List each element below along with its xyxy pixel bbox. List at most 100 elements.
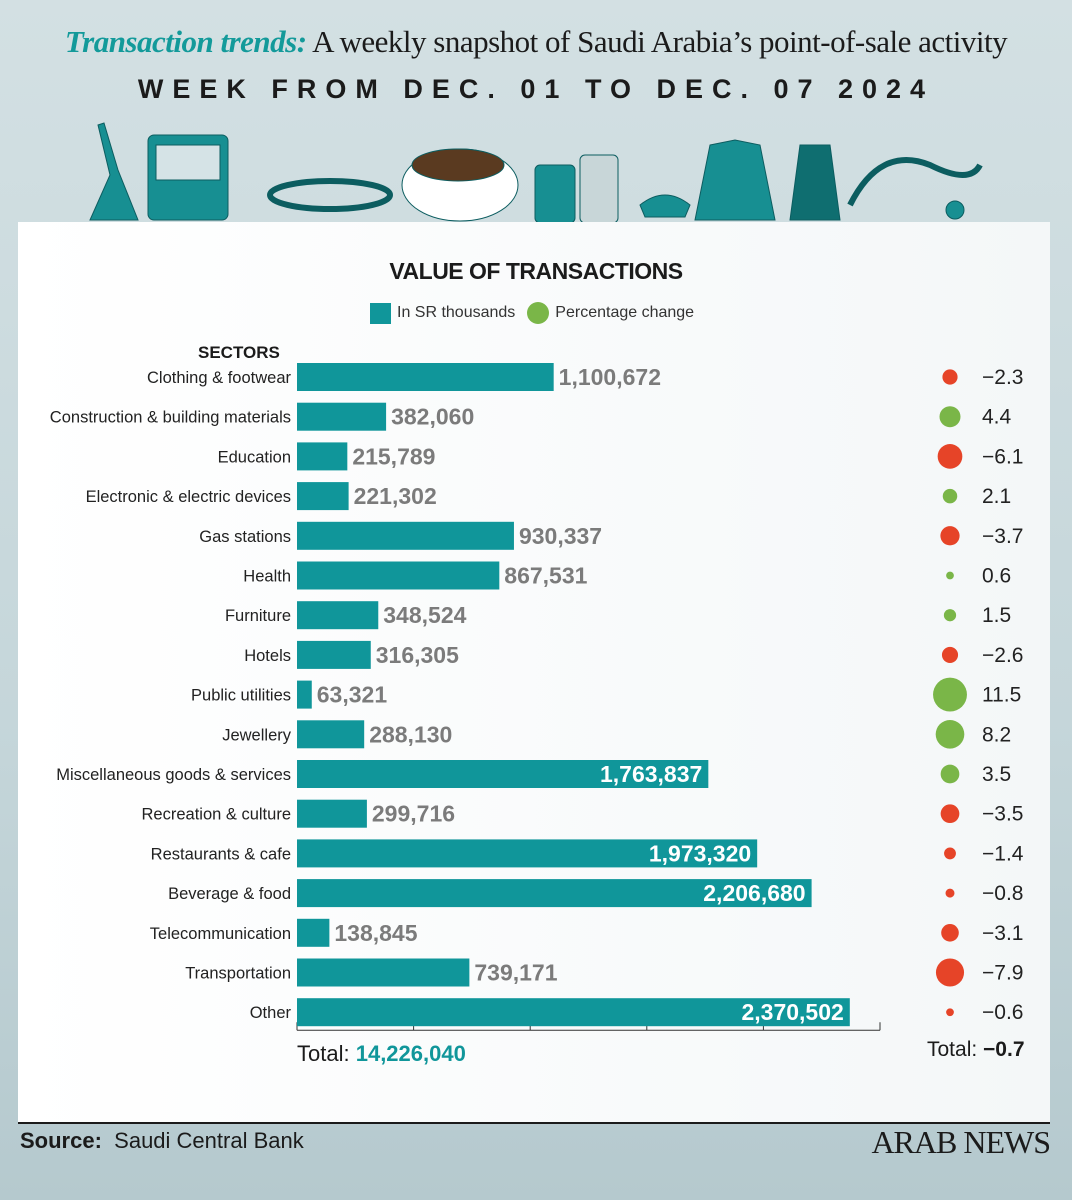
- subtitle: WEEK FROM DEC. 01 TO DEC. 07 2024: [137, 74, 935, 104]
- pct-change-label: −3.5: [982, 803, 1023, 826]
- bar: [297, 839, 758, 868]
- bar-value-label: 1,100,672: [559, 364, 661, 390]
- category-label: Furniture: [225, 607, 291, 625]
- source-label: Source:: [20, 1128, 102, 1153]
- bar-value-label: 63,321: [317, 682, 388, 708]
- bar: [297, 720, 365, 749]
- total-label: Total:: [297, 1041, 350, 1066]
- category-label: Hotels: [244, 647, 291, 665]
- bar-value-label: 382,060: [391, 404, 474, 430]
- pct-change-circle: [940, 764, 960, 784]
- bar-value-label: 1,973,320: [649, 840, 751, 866]
- pct-change-circle: [943, 609, 957, 622]
- bar-value-label: 138,845: [334, 920, 417, 946]
- pct-change-circle: [933, 677, 967, 712]
- title-highlight: Transaction trends:: [64, 24, 307, 59]
- legend-circle-swatch: [527, 302, 550, 324]
- category-label: Telecommunication: [150, 925, 291, 943]
- pct-change-label: 8.2: [982, 723, 1011, 746]
- category-label: Electronic & electric devices: [86, 488, 291, 506]
- bracelet-icon: [267, 178, 393, 212]
- source-name: Saudi Central Bank: [114, 1128, 304, 1153]
- bar: [297, 918, 330, 947]
- bar-value-label: 221,302: [354, 483, 437, 509]
- bar: [297, 482, 349, 511]
- category-label: Beverage & food: [168, 885, 291, 903]
- y-axis-label: SECTORS: [198, 343, 280, 362]
- category-label: Jewellery: [222, 726, 292, 744]
- bar-value-label: 739,171: [474, 960, 557, 986]
- earrings-shoes-icon: [639, 194, 691, 218]
- pct-change-label: 2.1: [982, 485, 1011, 508]
- title-rest: A weekly snapshot of Saudi Arabia’s poin…: [306, 24, 1008, 59]
- page-title: Transaction trends: A weekly snapshot of…: [0, 24, 1072, 60]
- legend-bar-label: In SR thousands: [397, 304, 516, 321]
- pct-change-circle: [940, 804, 960, 824]
- bar-value-label: 215,789: [352, 443, 435, 469]
- total-transactions: Total: 14,226,040: [297, 1041, 466, 1067]
- category-label: Miscellaneous goods & services: [56, 766, 291, 784]
- bar-value-label: 930,337: [519, 523, 602, 549]
- bar-value-label: 299,716: [372, 801, 455, 827]
- pct-change-circle: [946, 1008, 954, 1017]
- bar: [297, 601, 379, 630]
- pct-change-label: 11.5: [982, 684, 1021, 707]
- total-pct-label: Total:: [927, 1038, 978, 1061]
- sector-illustrations: [89, 122, 983, 224]
- pct-change-label: 1.5: [982, 604, 1011, 627]
- category-label: Gas stations: [199, 528, 291, 546]
- pct-change-circle: [935, 958, 965, 987]
- pct-change-label: −2.6: [982, 644, 1023, 667]
- pct-change-label: −0.6: [982, 1001, 1023, 1024]
- bar: [297, 402, 387, 431]
- bar: [297, 998, 850, 1027]
- phone-hand-icon: [89, 122, 139, 221]
- bar-value-label: 867,531: [504, 563, 587, 589]
- category-label: Construction & building materials: [50, 409, 291, 427]
- category-label: Public utilities: [191, 687, 291, 705]
- dress-icon: [789, 144, 841, 221]
- pct-change-label: −6.1: [982, 445, 1023, 468]
- pct-change-circle: [946, 571, 954, 580]
- category-label: Other: [250, 1004, 292, 1022]
- total-pct-change: Total: −0.7: [927, 1038, 1025, 1062]
- bar: [297, 958, 470, 987]
- category-label: Clothing & footwear: [147, 369, 292, 387]
- bar: [297, 799, 367, 828]
- pct-change-circle: [935, 719, 965, 749]
- bar-value-label: 288,130: [369, 721, 452, 747]
- legend-circle-label: Percentage change: [555, 304, 695, 321]
- legend: In SR thousands Percentage change: [370, 302, 694, 324]
- legend-bar-swatch: [370, 302, 391, 324]
- category-label: Recreation & culture: [142, 806, 292, 824]
- pct-change-circle: [937, 444, 963, 469]
- bar: [297, 561, 500, 590]
- bar: [297, 442, 348, 471]
- pct-change-circle: [940, 526, 960, 546]
- brand-logo: ARAB NEWS: [871, 1124, 1051, 1160]
- category-label: Health: [243, 568, 291, 586]
- pct-change-label: −2.3: [982, 366, 1023, 389]
- pct-change-label: 3.5: [982, 763, 1011, 786]
- pct-change-circle: [942, 488, 958, 504]
- pct-change-circle: [942, 369, 958, 385]
- pct-change-label: −0.8: [982, 882, 1023, 905]
- bar-value-label: 316,305: [376, 642, 459, 668]
- pct-change-circle: [944, 847, 956, 860]
- pct-change-label: −3.7: [982, 525, 1023, 548]
- source: Source: Saudi Central Bank: [20, 1128, 304, 1154]
- pct-change-label: −3.1: [982, 922, 1023, 945]
- bar: [297, 640, 371, 669]
- category-label: Restaurants & cafe: [151, 845, 291, 863]
- category-label: Transportation: [185, 965, 291, 983]
- stethoscope-icon: [847, 157, 983, 207]
- bar: [297, 760, 709, 788]
- pct-change-label: −7.9: [982, 962, 1023, 985]
- bar-value-label: 2,370,502: [741, 999, 843, 1025]
- total-pct-value: −0.7: [983, 1038, 1025, 1061]
- bar: [297, 879, 812, 908]
- bar: [297, 680, 312, 709]
- bar-value-label: 1,763,837: [600, 761, 702, 787]
- bar-value-label: 2,206,680: [703, 880, 805, 906]
